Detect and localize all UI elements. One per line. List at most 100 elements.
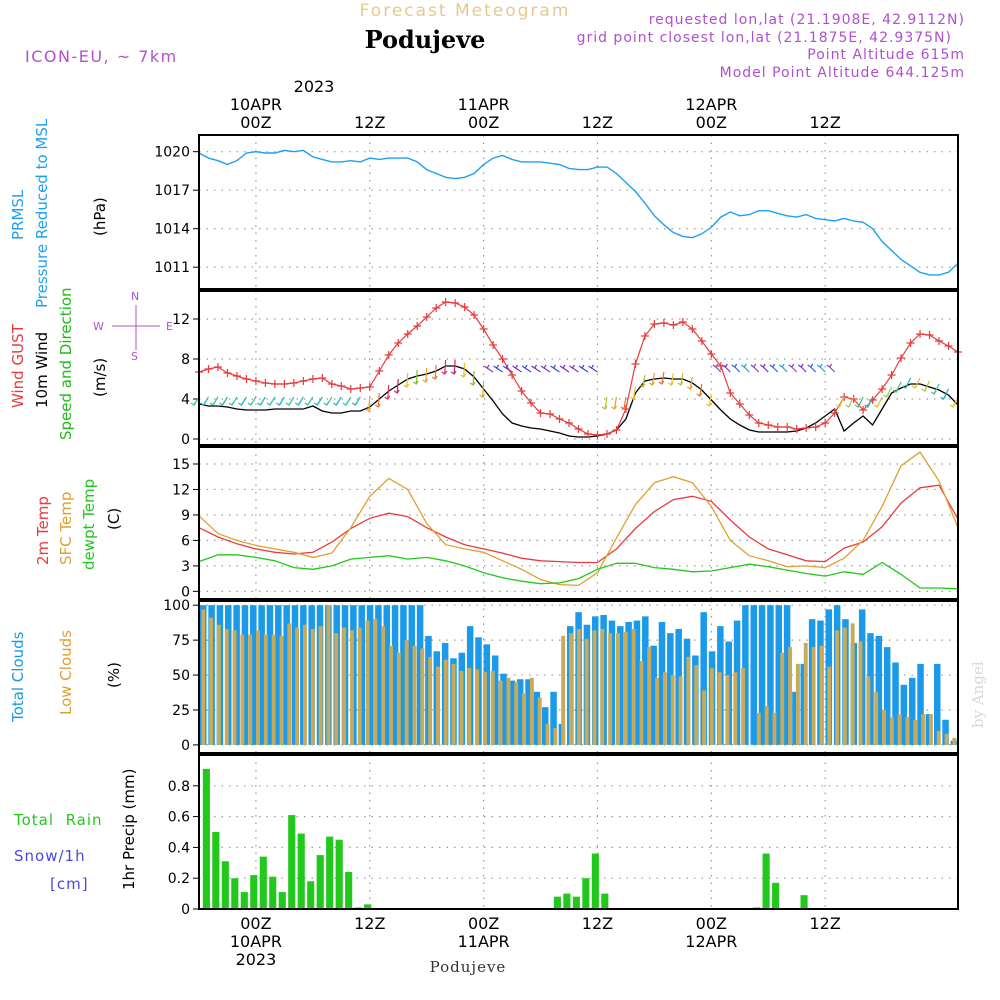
wind-gust-marker	[356, 384, 365, 392]
wind-arrow-head	[816, 363, 823, 368]
wind-gust-marker	[849, 395, 858, 403]
wind-arrow-head	[483, 364, 490, 369]
total-cloud-bar	[750, 605, 757, 745]
wind-arrow-head	[639, 383, 646, 388]
total-cloud-bar	[516, 679, 524, 745]
low-cloud-bar	[780, 652, 785, 745]
wind-arrow-head	[460, 373, 467, 378]
low-cloud-bar	[561, 635, 566, 745]
rain-bar	[563, 893, 571, 909]
temp-dewpt-label: dewpt Temp	[80, 479, 98, 570]
low-cloud-bar	[866, 676, 871, 745]
y-tick-label: 3	[181, 559, 190, 575]
bottom-time-label: 12APR	[685, 932, 737, 951]
temp-sfc-line	[198, 451, 959, 587]
wind-gust-marker	[925, 331, 934, 339]
total-cloud-bar	[541, 707, 549, 745]
low-cloud-bar	[295, 627, 300, 745]
compass-s: S	[131, 350, 138, 363]
wind-gust-marker	[384, 351, 393, 359]
low-cloud-bar	[717, 672, 722, 745]
wind-gust-marker	[308, 375, 317, 383]
low-cloud-bar	[615, 633, 620, 745]
wind-arrow-head	[620, 405, 627, 410]
wind-arrow-head	[687, 385, 693, 390]
total-cloud-bar	[258, 605, 265, 745]
station-title: Podujeve	[365, 25, 486, 54]
wind-direction-arrow	[486, 367, 494, 373]
low-cloud-bar	[553, 728, 558, 745]
wind-arrow-head	[228, 401, 235, 406]
total-cloud-bar	[250, 605, 257, 745]
low-cloud-bar	[529, 677, 534, 745]
rain-bar	[269, 876, 277, 909]
y-tick-label: 15	[172, 457, 190, 473]
y-tick-label: 12	[172, 482, 190, 498]
compass-n: N	[131, 290, 139, 303]
total-cloud-bar	[266, 605, 274, 745]
wind-gust-marker	[764, 421, 773, 429]
low-cloud-bar	[639, 661, 644, 745]
wind-arrow-head	[266, 401, 273, 406]
rain-bar	[572, 896, 580, 909]
top-time-label: 00Z	[240, 113, 271, 132]
wind-direction-arrow	[581, 367, 589, 373]
y-tick-label: 0	[181, 432, 190, 448]
wind-arrow-head	[209, 401, 216, 406]
rain-bar	[297, 833, 305, 909]
wind-arrow-head	[365, 407, 372, 412]
wind-gust-marker	[659, 319, 668, 327]
wind-gust-marker	[555, 415, 564, 423]
compass-e: E	[166, 320, 173, 333]
wind-arrow-head	[247, 401, 254, 406]
wind-direction-arrow	[387, 384, 390, 400]
precip-cm-label: [cm]	[50, 875, 89, 893]
top-time-label: 00Z	[468, 113, 499, 132]
wind-gust-marker	[935, 337, 944, 345]
total-cloud-bar	[525, 679, 532, 745]
wind-direction-arrow	[515, 367, 522, 373]
panel-frame	[198, 290, 959, 446]
low-cloud-bar	[326, 605, 331, 745]
total-cloud-bar	[908, 677, 916, 745]
wind-arrow-head	[778, 363, 785, 368]
y-tick-label: 75	[172, 633, 190, 649]
credit-watermark: by Angel	[969, 661, 987, 728]
wind-direction-arrow	[781, 366, 788, 373]
panel-frame	[198, 600, 959, 754]
rain-bar	[772, 882, 780, 909]
low-cloud-bar	[256, 630, 260, 745]
temp-unit: (C)	[105, 508, 123, 530]
wind-direction-arrow	[368, 396, 371, 412]
wind-direction-arrow	[680, 372, 684, 386]
temp-2m-line	[198, 484, 959, 564]
pressure-label-long: Pressure Reduced to MSL	[33, 118, 51, 308]
wind-gust-marker	[517, 387, 526, 395]
wind-gust-marker	[859, 406, 868, 414]
wind-arrow-head	[190, 401, 197, 406]
low-cloud-bar	[357, 627, 362, 745]
low-cloud-bar	[271, 634, 276, 745]
top-time-label: 10APR	[230, 95, 282, 114]
left-labels: PRMSL Pressure Reduced to MSL (hPa) Wind…	[9, 118, 138, 893]
low-cloud-bar	[412, 645, 417, 745]
wind-direction-arrow	[734, 366, 741, 373]
wind-gust-marker	[451, 299, 460, 307]
wind-arrow-head	[611, 405, 617, 410]
low-cloud-bar	[443, 659, 448, 745]
wind-gust-marker	[697, 337, 706, 345]
total-cloud-bar	[533, 691, 541, 745]
wind-gust-marker	[536, 409, 545, 417]
y-tick-label: 4	[181, 392, 190, 408]
y-tick-label: 12	[172, 312, 190, 328]
wind-arrow-head	[332, 401, 339, 406]
wind-panel: 0 4 8 12	[172, 290, 962, 448]
low-cloud-bar	[396, 652, 401, 745]
wind-arrow-head	[601, 405, 608, 410]
wind-gust-marker	[906, 339, 915, 347]
low-cloud-bar	[584, 638, 589, 745]
wind-direction-arrow	[463, 362, 466, 378]
total-cloud-bar	[617, 626, 624, 745]
wind-arrow-head	[759, 363, 766, 368]
